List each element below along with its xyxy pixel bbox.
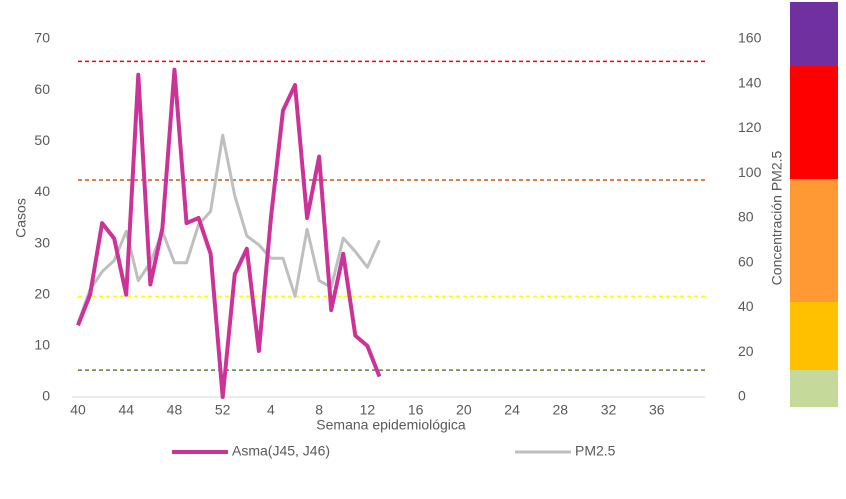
scale-band [790, 2, 838, 66]
scale-band [790, 370, 838, 407]
x-tick-label: 8 [315, 402, 323, 418]
x-tick-label: 32 [601, 402, 617, 418]
x-tick-label: 48 [167, 402, 183, 418]
x-tick-label: 4 [267, 402, 275, 418]
scale-band [790, 302, 838, 370]
scale-band [790, 66, 838, 179]
y-tick-label: 30 [34, 234, 50, 250]
y2-tick-label: 100 [738, 164, 762, 180]
y-tick-label: 40 [34, 183, 50, 199]
y2-tick-label: 120 [738, 119, 762, 135]
x-tick-label: 28 [553, 402, 569, 418]
y2-tick-label: 40 [738, 298, 754, 314]
x-tick-label: 36 [649, 402, 665, 418]
y2-tick-label: 20 [738, 343, 754, 359]
legend-label: PM2.5 [575, 443, 616, 459]
y2-axis-title: Concentración PM2.5 [769, 150, 785, 285]
y-tick-label: 50 [34, 132, 50, 148]
y-tick-label: 60 [34, 81, 50, 97]
x-tick-label: 24 [504, 402, 520, 418]
y-tick-label: 70 [34, 30, 50, 46]
x-tick-label: 16 [408, 402, 424, 418]
y-tick-label: 0 [42, 388, 50, 404]
x-tick-label: 40 [70, 402, 86, 418]
scale-band [790, 179, 838, 302]
x-axis-title: Semana epidemiológica [316, 417, 466, 433]
series-line [76, 67, 382, 399]
y-axis-title: Casos [13, 198, 29, 238]
legend-label: Asma(J45, J46) [232, 443, 330, 459]
x-tick-label: 44 [118, 402, 134, 418]
y2-tick-label: 0 [738, 388, 746, 404]
x-tick-label: 20 [456, 402, 472, 418]
y2-tick-label: 160 [738, 30, 762, 46]
color-scale [790, 2, 838, 407]
y-tick-label: 20 [34, 285, 50, 301]
x-tick-label: 52 [215, 402, 231, 418]
y2-tick-label: 140 [738, 74, 762, 90]
y2-tick-label: 80 [738, 209, 754, 225]
y2-tick-label: 60 [738, 253, 754, 269]
x-tick-label: 12 [360, 402, 376, 418]
y-tick-label: 10 [34, 337, 50, 353]
